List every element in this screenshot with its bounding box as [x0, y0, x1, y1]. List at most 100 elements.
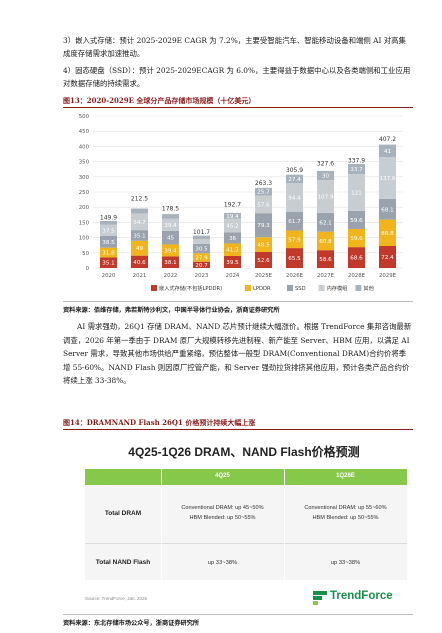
y-tick-label: 100	[79, 236, 90, 242]
y-tick-label: 400	[79, 144, 90, 150]
dram-4q25-hbm: HBM Blended: up 50~55%	[189, 515, 256, 521]
figure13-title: 图13：2020-2029E 全球分产品存储市场规模（十亿美元）	[63, 96, 256, 105]
x-tick-label: 2025E	[255, 273, 273, 279]
market-size-chart: 0 50 100 150 200 250 300 350 400 450 500 35.1 31.8 38…	[79, 114, 403, 292]
segment-value-label: 37.5	[102, 228, 115, 234]
segment-value-label: 30.5	[195, 247, 208, 253]
segment-value-label: 30	[322, 173, 330, 179]
nand-1q26-change: up 33~38%	[330, 560, 361, 566]
segment-value-label: 58.6	[319, 257, 332, 263]
bar-total-label: 305.9	[286, 167, 303, 174]
bar-total-label: 101.7	[193, 229, 210, 236]
segment-value-label: 107.9	[317, 194, 333, 200]
segment-value-label: 38.5	[102, 240, 115, 246]
price-forecast-heading: 4Q25-1Q26 DRAM、NAND Flash价格预测	[128, 445, 360, 459]
bar-segment	[347, 163, 366, 175]
segment-value-label: 68.1	[381, 207, 394, 213]
column-divider	[284, 469, 285, 580]
legend-swatch	[245, 285, 251, 291]
segment-value-label: 61.7	[288, 219, 301, 225]
legend-swatch	[318, 285, 325, 291]
segment-value-label: 38.1	[164, 260, 177, 266]
segment-value-label: 59.6	[350, 218, 363, 224]
bar-segment	[192, 235, 211, 239]
bar-segment	[378, 245, 397, 268]
nand-4q25-change: up 33~38%	[207, 560, 238, 566]
x-tick-label: 2020	[102, 273, 116, 279]
bar-total-label: 212.5	[131, 195, 148, 202]
bar-segment	[99, 224, 118, 236]
bar-segment	[192, 261, 211, 268]
bar-segment	[223, 243, 242, 256]
figure14-title: 图14：DRAMNAND Flash 26Q1 价格预计持续大幅上涨	[63, 418, 256, 427]
bar-segment	[316, 250, 335, 268]
row-label-total-nand: Total NAND Flash	[95, 559, 151, 566]
segment-value-label: 39.5	[226, 260, 239, 266]
bar-segment	[192, 243, 211, 254]
dram-1q26-hbm: HBM Blended: up 50~55%	[312, 515, 379, 521]
bar-segment	[285, 230, 304, 249]
segment-value-label: 39.4	[164, 223, 177, 229]
segment-value-label: 36	[229, 236, 237, 242]
segment-value-label: 45.2	[226, 224, 238, 230]
table-row-dram	[85, 485, 407, 544]
bar-segment	[316, 212, 335, 232]
table-row-nand	[85, 544, 407, 580]
bar-segment	[99, 235, 118, 248]
segment-value-label: 49	[136, 246, 144, 252]
x-tick-label: 2029E	[379, 273, 397, 279]
segment-value-label: 39.4	[164, 248, 177, 254]
figure13-source: 资料来源：佰维存储，弗若斯特沙利文，中国半导体行业协会，浙商证券研究所	[63, 307, 280, 314]
segment-value-label: 19.4	[226, 214, 239, 220]
bar-segment	[192, 253, 211, 262]
bar-segment	[161, 244, 180, 257]
segment-value-label: 57.6	[257, 202, 270, 208]
bar-total-label: 407.2	[379, 136, 396, 143]
figure13-top-rule	[63, 107, 413, 108]
segment-value-label: 41	[384, 149, 392, 155]
trendforce-logo: TrendForce	[313, 590, 413, 606]
bar-segment	[130, 230, 149, 241]
segment-value-label: 40.6	[133, 260, 146, 266]
segment-value-label: 52.6	[257, 258, 270, 264]
bar-segment	[378, 144, 397, 158]
bar-segment	[161, 230, 180, 245]
table-header-row	[85, 469, 407, 485]
bar-total-label: 149.9	[100, 214, 117, 221]
y-tick-label: 200	[79, 205, 90, 211]
bar-segment	[223, 255, 242, 268]
segment-value-label: 25.7	[257, 190, 270, 196]
bar-segment	[161, 218, 180, 231]
bar-segment	[192, 238, 211, 244]
trendforce-footnote: Source: TrendForce, Jan. 2026	[85, 596, 148, 601]
legend-swatch	[355, 285, 362, 291]
segment-value-label: 137.6	[379, 176, 395, 182]
paragraph-embedded-storage: 3）嵌入式存储：预计 2025-2029E CAGR 为 7.2%，主要受智能汽…	[63, 36, 406, 58]
figure14-bottom-rule	[63, 614, 413, 615]
legend-label: 其他	[363, 284, 373, 292]
segment-value-label: 86.8	[381, 231, 394, 237]
bar-segment	[130, 255, 149, 268]
bar-total-label: 178.5	[162, 206, 179, 213]
bar-total-label: 263.3	[255, 180, 272, 187]
y-tick-label: 350	[79, 160, 90, 166]
bar-segment	[223, 232, 242, 244]
bar-total-label: 337.9	[348, 157, 365, 164]
bar-segment	[347, 174, 366, 211]
x-tick-label: 2023	[195, 273, 209, 279]
legend-swatch	[151, 285, 157, 291]
segment-value-label: 121	[351, 191, 362, 197]
bar-segment	[378, 219, 397, 246]
figure14-source: 资料来源：东北存储市场公众号，浙商证券研究所	[63, 620, 200, 627]
bar-segment	[130, 208, 149, 214]
bar-segment	[254, 195, 273, 214]
segment-value-label: 31.8	[102, 250, 115, 256]
segment-value-label: 35.1	[102, 261, 115, 267]
y-tick-label: 450	[79, 129, 90, 135]
row-label-total-dram: Total DRAM	[104, 510, 142, 517]
y-tick-label: 500	[79, 114, 90, 120]
trendforce-logo-text: TrendForce	[330, 590, 393, 602]
segment-value-label: 68.6	[350, 256, 363, 262]
bar-segment	[99, 257, 118, 268]
segment-value-label: 33.7	[350, 167, 363, 173]
